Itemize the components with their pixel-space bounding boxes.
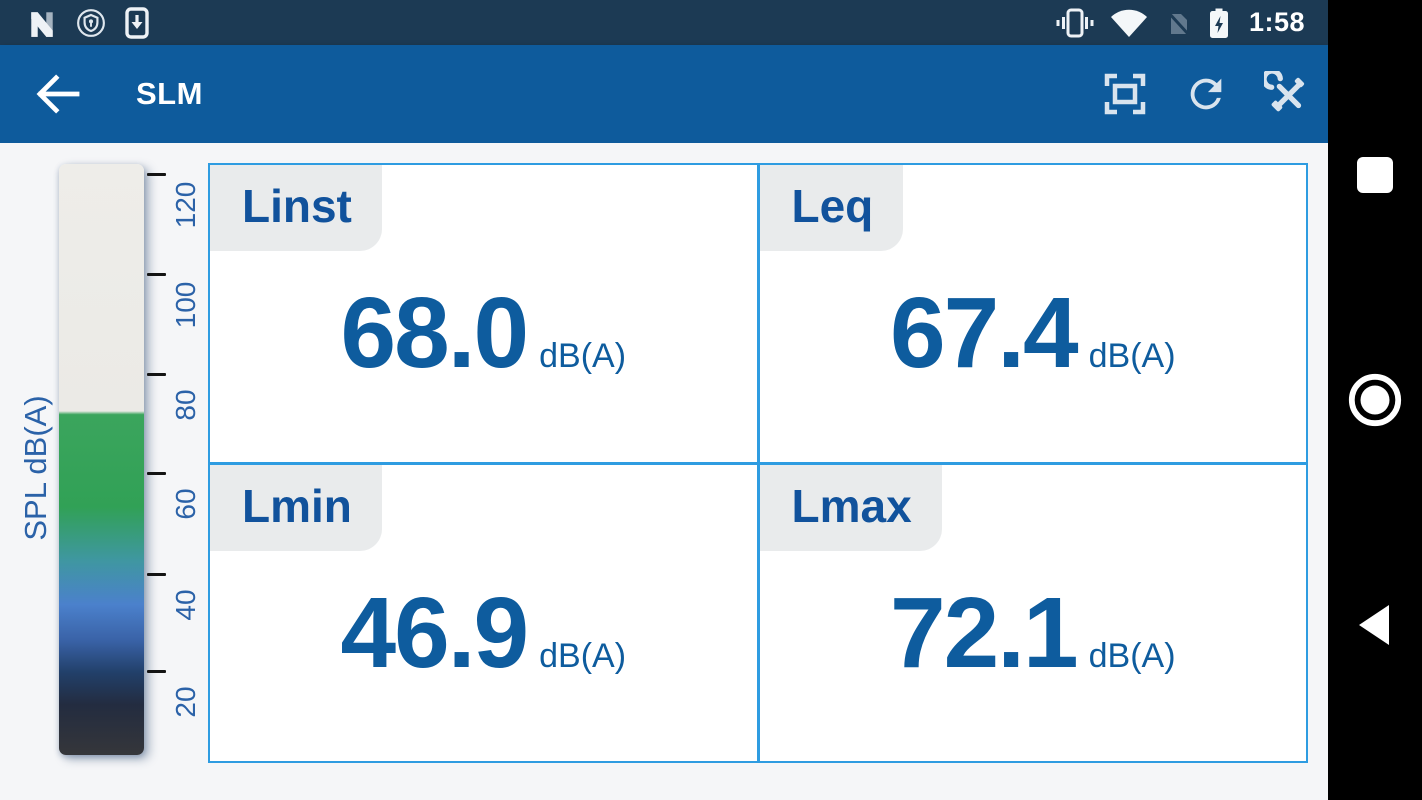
content-area: 120 100 80 60 40 20 SPL dB(A) Linst 68.0… xyxy=(0,143,1328,800)
card-value-row: 72.1 dB(A) xyxy=(760,465,1307,762)
card-unit: dB(A) xyxy=(1088,337,1176,375)
back-button[interactable] xyxy=(32,68,84,120)
card-label: Lmin xyxy=(210,464,382,551)
status-bar-right-icons: 1:58 xyxy=(1055,7,1328,39)
recents-icon xyxy=(1355,155,1395,195)
card-value: 68.0 xyxy=(340,277,529,389)
card-value: 72.1 xyxy=(889,576,1079,689)
meter-tick xyxy=(147,670,166,673)
back-triangle-icon xyxy=(1353,601,1397,649)
card-value: 67.4 xyxy=(889,277,1079,389)
card-label: Leq xyxy=(759,165,904,251)
usb-transfer-icon xyxy=(124,6,150,39)
card-unit: dB(A) xyxy=(539,337,627,375)
meter-tick xyxy=(147,373,166,376)
card-unit: dB(A) xyxy=(1088,636,1176,675)
wifi-icon xyxy=(1109,8,1149,38)
refresh-button[interactable] xyxy=(1182,70,1230,118)
card-unit: dB(A) xyxy=(539,636,627,675)
measurement-grid: Linst 68.0 dB(A) Leq 67.4 dB(A) Lmin 46.… xyxy=(208,163,1308,763)
card-value: 46.9 xyxy=(340,576,529,689)
tools-icon xyxy=(1264,71,1310,117)
meter-tick-label: 20 xyxy=(170,686,201,718)
status-bar-left-icons xyxy=(0,6,150,39)
meter-tick xyxy=(147,472,166,475)
page-title: SLM xyxy=(136,76,203,111)
measurement-card-lmin[interactable]: Lmin 46.9 dB(A) xyxy=(210,464,757,762)
card-value-row: 68.0 dB(A) xyxy=(210,165,757,462)
status-time: 1:58 xyxy=(1248,7,1305,37)
tools-button[interactable] xyxy=(1263,70,1311,118)
measurement-card-linst[interactable]: Linst 68.0 dB(A) xyxy=(210,165,757,462)
back-nav-button[interactable] xyxy=(1345,595,1405,655)
spl-meter-bar xyxy=(59,164,144,755)
card-value-row: 46.9 dB(A) xyxy=(210,465,757,762)
meter-tick xyxy=(147,273,166,276)
fullscreen-icon xyxy=(1101,70,1149,118)
meter-tick xyxy=(147,173,166,176)
meter-tick xyxy=(147,573,166,576)
measurement-card-lmax[interactable]: Lmax 72.1 dB(A) xyxy=(759,464,1307,762)
measurement-card-leq[interactable]: Leq 67.4 dB(A) xyxy=(759,165,1307,462)
app-bar: SLM xyxy=(0,45,1328,143)
shield-protected-icon xyxy=(76,8,106,38)
fullscreen-button[interactable] xyxy=(1101,70,1149,118)
refresh-icon xyxy=(1183,71,1229,117)
status-bar: 1:58 xyxy=(0,0,1328,45)
recents-button[interactable] xyxy=(1345,145,1405,205)
android-n-icon xyxy=(26,8,58,38)
no-sim-icon xyxy=(1163,8,1193,38)
back-arrow-icon xyxy=(35,74,81,114)
spl-meter-scale: 120 100 80 60 40 20 xyxy=(59,164,219,755)
home-button[interactable] xyxy=(1345,370,1405,430)
app-bar-actions xyxy=(1101,70,1328,118)
meter-axis-label: SPL dB(A) xyxy=(18,395,53,541)
card-value-row: 67.4 dB(A) xyxy=(760,165,1307,462)
home-icon xyxy=(1346,371,1404,429)
vibrate-icon xyxy=(1055,8,1095,38)
battery-charging-icon xyxy=(1207,7,1231,39)
card-label: Lmax xyxy=(759,464,942,551)
nav-bar xyxy=(1328,0,1422,800)
card-label: Linst xyxy=(210,165,382,251)
